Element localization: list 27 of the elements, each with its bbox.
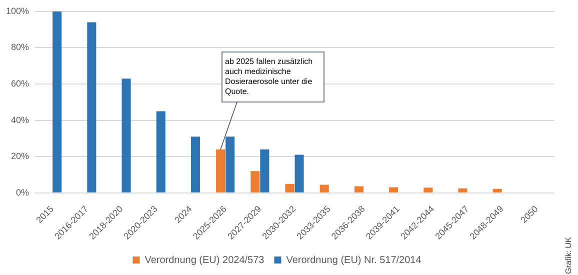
- bar: [216, 149, 226, 192]
- y-tick-label: 40%: [11, 114, 30, 125]
- y-tick-label: 100%: [6, 6, 30, 16]
- bar: [458, 188, 468, 192]
- bar: [156, 111, 166, 192]
- y-tick-label: 0%: [16, 187, 30, 198]
- annotation: ab 2025 fallen zusätzlich auch medizinische Dosieraerosole unter die Quote.: [225, 57, 313, 96]
- bar: [190, 136, 200, 192]
- y-tick-label: 20%: [11, 151, 30, 162]
- bar: [320, 184, 329, 192]
- bar: [226, 136, 235, 192]
- bar: [250, 171, 260, 192]
- bar: [122, 78, 131, 192]
- legend-label: Verordnung (EU) Nr. 517/2014: [286, 254, 422, 266]
- bar: [294, 154, 304, 192]
- text: Grafik: UK: [564, 236, 574, 274]
- bar: [389, 187, 398, 192]
- y-tick-label: 80%: [11, 42, 30, 52]
- bar: [354, 186, 364, 192]
- bar: [52, 11, 62, 192]
- bar: [285, 184, 294, 192]
- bar: [87, 22, 96, 192]
- legend-label: Verordnung (EU) 2024/573: [144, 254, 265, 266]
- bar: [424, 188, 433, 192]
- y-tick-label: 60%: [11, 78, 30, 88]
- bar: [492, 188, 502, 192]
- bar: [260, 149, 270, 192]
